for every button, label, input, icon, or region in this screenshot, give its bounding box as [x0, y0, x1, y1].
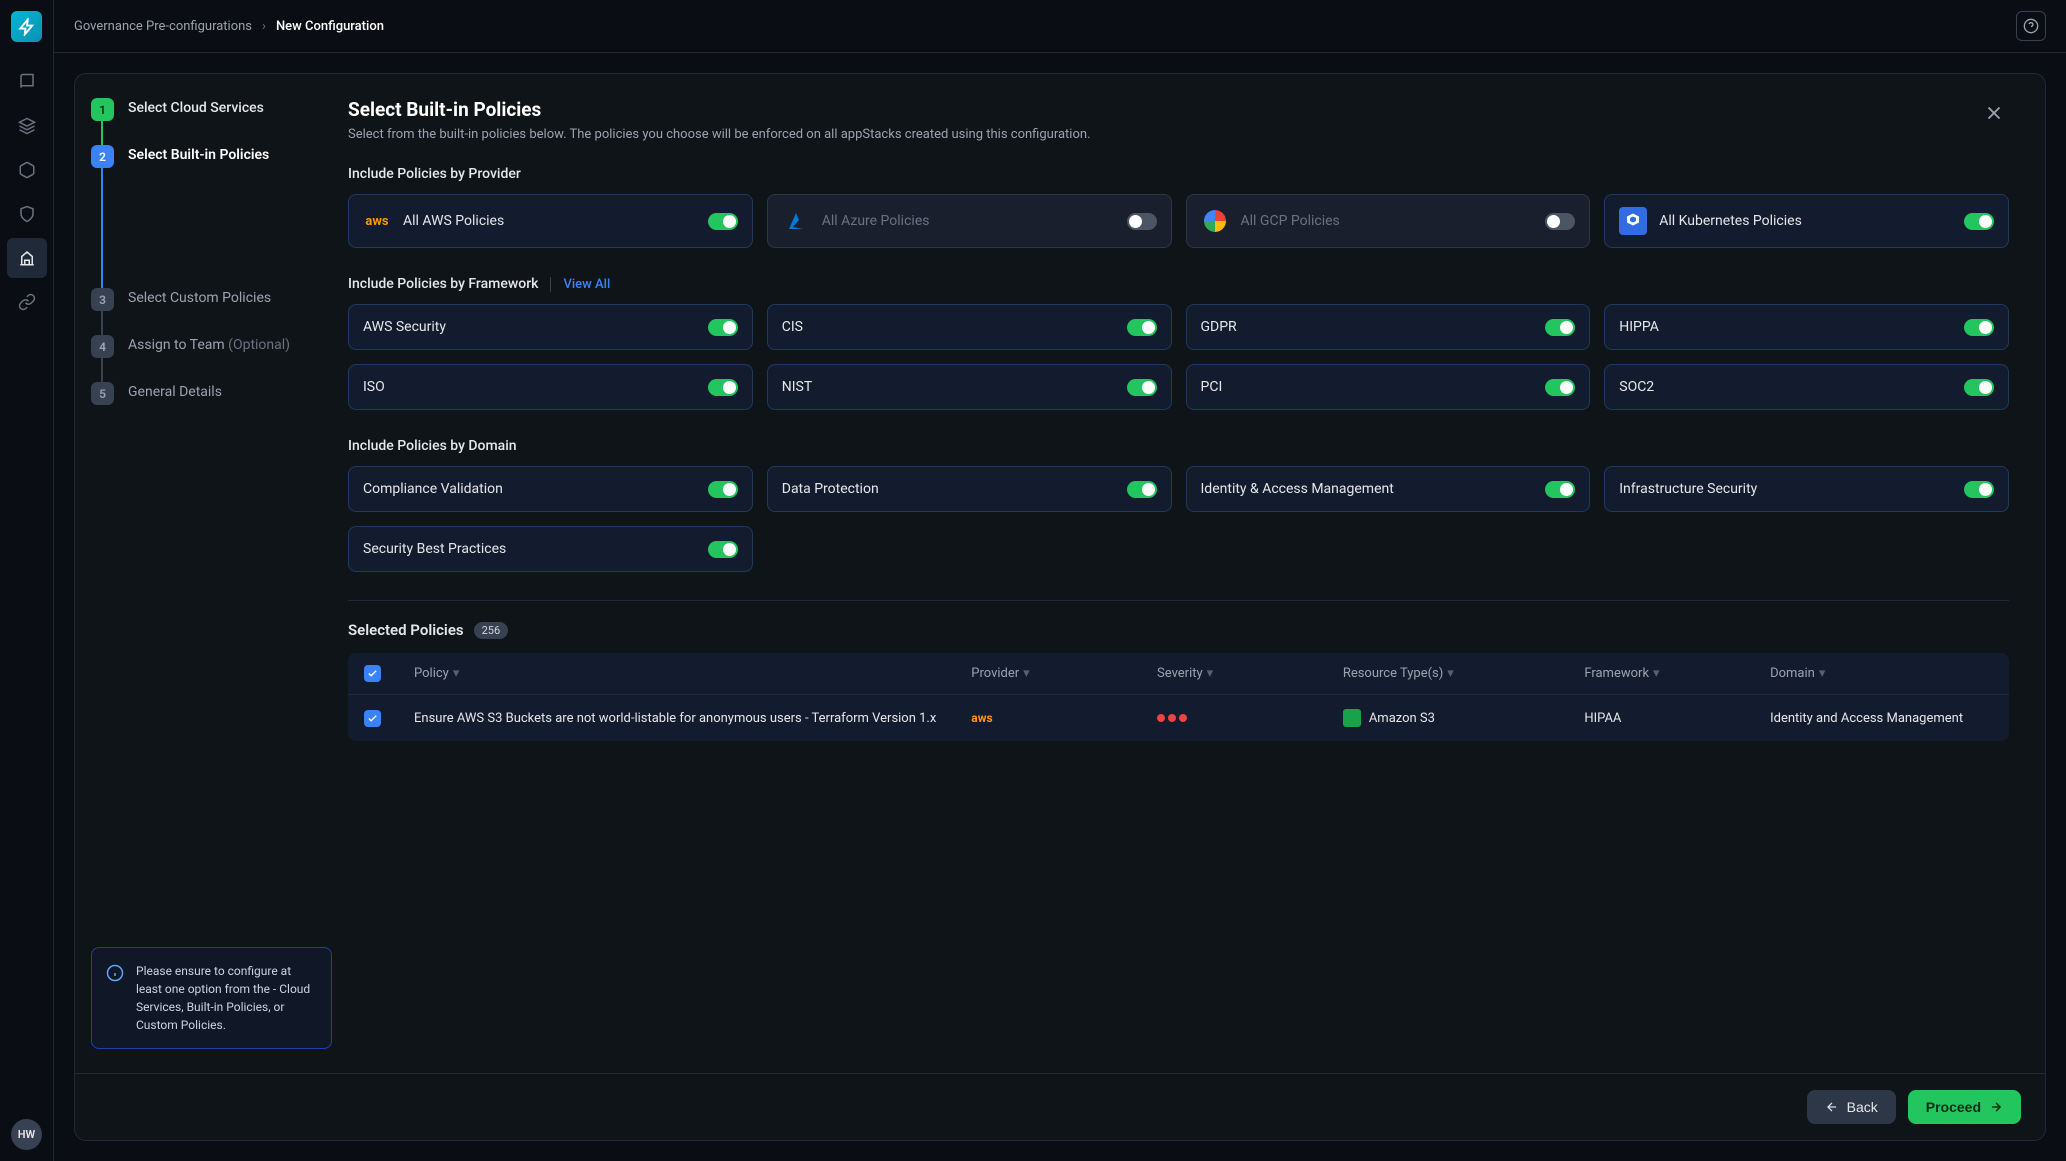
- toggle-card[interactable]: NIST: [767, 364, 1172, 410]
- proceed-button[interactable]: Proceed: [1908, 1090, 2021, 1124]
- toggle-switch[interactable]: [1127, 319, 1157, 336]
- info-callout: Please ensure to configure at least one …: [91, 947, 332, 1049]
- toggle-switch[interactable]: [1545, 481, 1575, 498]
- help-button[interactable]: [2016, 11, 2046, 41]
- toggle-card[interactable]: GDPR: [1186, 304, 1591, 350]
- section-framework-label: Include Policies by Framework View All: [348, 276, 2009, 292]
- toggle-card[interactable]: All Azure Policies: [767, 194, 1172, 248]
- toggle-switch[interactable]: [1127, 379, 1157, 396]
- toggle-card[interactable]: PCI: [1186, 364, 1591, 410]
- policies-table: Policy ▾Provider ▾Severity ▾Resource Typ…: [348, 653, 2009, 741]
- nav-item-hexagon[interactable]: [7, 150, 47, 190]
- user-avatar[interactable]: HW: [11, 1119, 42, 1150]
- section-domain-label: Include Policies by Domain: [348, 438, 2009, 454]
- toggle-switch[interactable]: [708, 213, 738, 230]
- selected-title: Selected Policies: [348, 621, 464, 639]
- toggle-switch[interactable]: [708, 541, 738, 558]
- toggle-card[interactable]: ISO: [348, 364, 753, 410]
- cell-resource: Amazon S3: [1343, 709, 1585, 727]
- toggle-card[interactable]: awsAll AWS Policies: [348, 194, 753, 248]
- table-row[interactable]: Ensure AWS S3 Buckets are not world-list…: [348, 695, 2009, 741]
- back-button[interactable]: Back: [1807, 1090, 1896, 1124]
- form-subtitle: Select from the built-in policies below.…: [348, 127, 1091, 142]
- config-panel: 1Select Cloud Services 2Select Built-in P…: [74, 73, 2046, 1141]
- toggle-switch[interactable]: [1545, 213, 1575, 230]
- topbar: Governance Pre-configurations › New Conf…: [54, 0, 2066, 53]
- toggle-switch[interactable]: [1545, 319, 1575, 336]
- cell-policy: Ensure AWS S3 Buckets are not world-list…: [414, 711, 971, 726]
- toggle-card[interactable]: SOC2: [1604, 364, 2009, 410]
- row-checkbox[interactable]: [364, 710, 381, 727]
- cell-framework: HIPAA: [1584, 711, 1770, 726]
- form-title: Select Built-in Policies: [348, 98, 1091, 121]
- toggle-card[interactable]: Data Protection: [767, 466, 1172, 512]
- toggle-switch[interactable]: [1964, 319, 1994, 336]
- breadcrumb-current: New Configuration: [276, 19, 384, 34]
- nav-item-layers[interactable]: [7, 106, 47, 146]
- nav-item-book[interactable]: [7, 62, 47, 102]
- form-area: Select Built-in Policies Select from the…: [348, 74, 2045, 1073]
- column-header[interactable]: Framework ▾: [1584, 665, 1770, 682]
- breadcrumb-parent[interactable]: Governance Pre-configurations: [74, 19, 252, 34]
- section-provider-label: Include Policies by Provider: [348, 166, 2009, 182]
- toggle-card[interactable]: Identity & Access Management: [1186, 466, 1591, 512]
- nav-item-link[interactable]: [7, 282, 47, 322]
- toggle-switch[interactable]: [1545, 379, 1575, 396]
- selected-count: 256: [474, 622, 509, 639]
- toggle-switch[interactable]: [1964, 379, 1994, 396]
- column-header[interactable]: Resource Type(s) ▾: [1343, 665, 1585, 682]
- toggle-card[interactable]: All GCP Policies: [1186, 194, 1591, 248]
- app-logo[interactable]: [11, 11, 42, 42]
- cell-provider: aws: [971, 711, 1157, 726]
- toggle-card[interactable]: CIS: [767, 304, 1172, 350]
- toggle-card[interactable]: HIPPA: [1604, 304, 2009, 350]
- toggle-switch[interactable]: [708, 319, 738, 336]
- column-header[interactable]: Policy ▾: [414, 665, 971, 682]
- info-icon: [106, 964, 124, 1034]
- step-1[interactable]: 1Select Cloud Services: [91, 98, 332, 121]
- toggle-card[interactable]: All Kubernetes Policies: [1604, 194, 2009, 248]
- info-text: Please ensure to configure at least one …: [136, 962, 317, 1034]
- sidebar-nav: HW: [0, 0, 54, 1161]
- column-header[interactable]: Severity ▾: [1157, 665, 1343, 682]
- toggle-switch[interactable]: [708, 379, 738, 396]
- toggle-switch[interactable]: [708, 481, 738, 498]
- wizard-stepper: 1Select Cloud Services 2Select Built-in P…: [75, 74, 348, 1073]
- breadcrumb: Governance Pre-configurations › New Conf…: [74, 19, 384, 34]
- toggle-switch[interactable]: [1127, 213, 1157, 230]
- toggle-switch[interactable]: [1964, 213, 1994, 230]
- panel-footer: Back Proceed: [75, 1073, 2045, 1140]
- s3-icon: [1343, 709, 1361, 727]
- step-3[interactable]: 3Select Custom Policies: [91, 288, 332, 311]
- nav-item-shield[interactable]: [7, 194, 47, 234]
- chevron-right-icon: ›: [262, 19, 266, 34]
- column-header[interactable]: Domain ▾: [1770, 665, 1993, 682]
- view-all-link[interactable]: View All: [550, 277, 610, 292]
- toggle-card[interactable]: AWS Security: [348, 304, 753, 350]
- column-header[interactable]: Provider ▾: [971, 665, 1157, 682]
- step-4[interactable]: 4Assign to Team (Optional): [91, 335, 332, 358]
- select-all-checkbox[interactable]: [364, 665, 381, 682]
- toggle-card[interactable]: Compliance Validation: [348, 466, 753, 512]
- nav-item-governance[interactable]: [7, 238, 47, 278]
- cell-severity: [1157, 714, 1343, 722]
- toggle-switch[interactable]: [1964, 481, 1994, 498]
- close-button[interactable]: [1979, 98, 2009, 132]
- section-framework-text: Include Policies by Framework: [348, 276, 538, 292]
- toggle-card[interactable]: Infrastructure Security: [1604, 466, 2009, 512]
- toggle-switch[interactable]: [1127, 481, 1157, 498]
- step-2[interactable]: 2Select Built-in Policies: [91, 145, 332, 168]
- step-5[interactable]: 5General Details: [91, 382, 332, 405]
- cell-domain: Identity and Access Management: [1770, 711, 1993, 726]
- toggle-card[interactable]: Security Best Practices: [348, 526, 753, 572]
